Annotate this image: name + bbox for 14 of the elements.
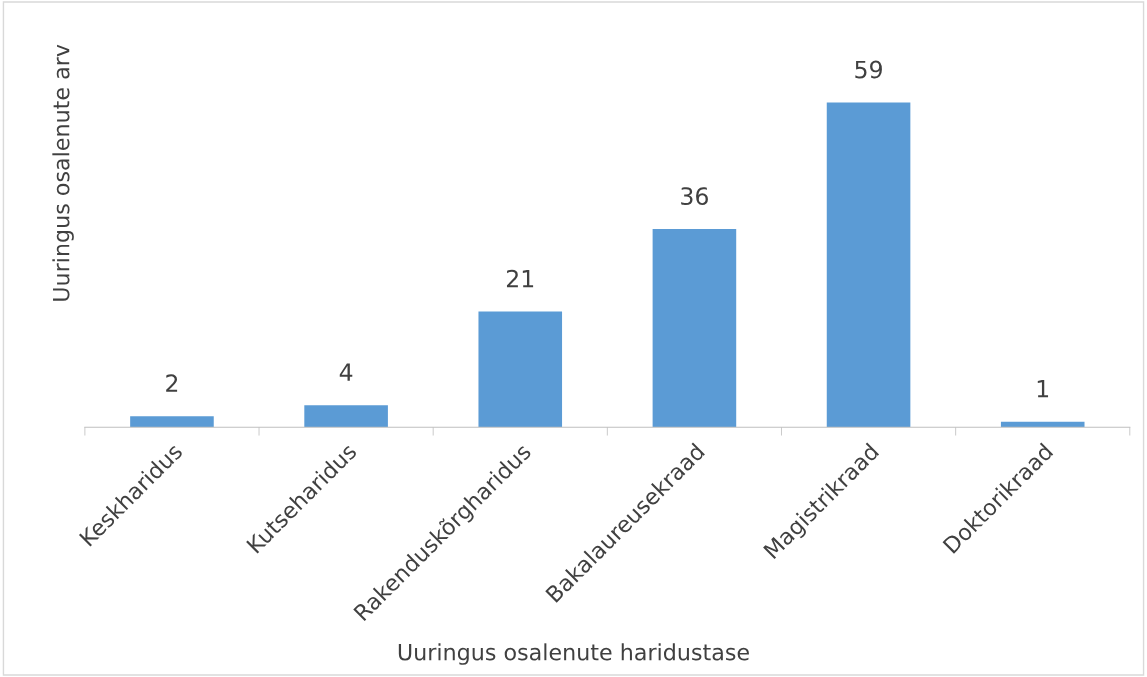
data-label: 2 xyxy=(166,374,178,392)
data-label: 59 xyxy=(855,60,882,79)
data-label: 1 xyxy=(1037,380,1049,398)
bar xyxy=(826,102,911,428)
bar xyxy=(130,416,214,428)
data-label: 4 xyxy=(339,363,353,381)
data-label: 36 xyxy=(681,187,708,206)
bar xyxy=(1000,421,1085,428)
bar xyxy=(304,405,388,428)
data-label: 21 xyxy=(506,269,534,288)
y-axis-title: Uuringus osalenute arv xyxy=(52,44,74,301)
bar xyxy=(652,229,737,428)
x-axis-title: Uuringus osalenute haridustase xyxy=(398,643,749,665)
bar xyxy=(478,311,563,428)
